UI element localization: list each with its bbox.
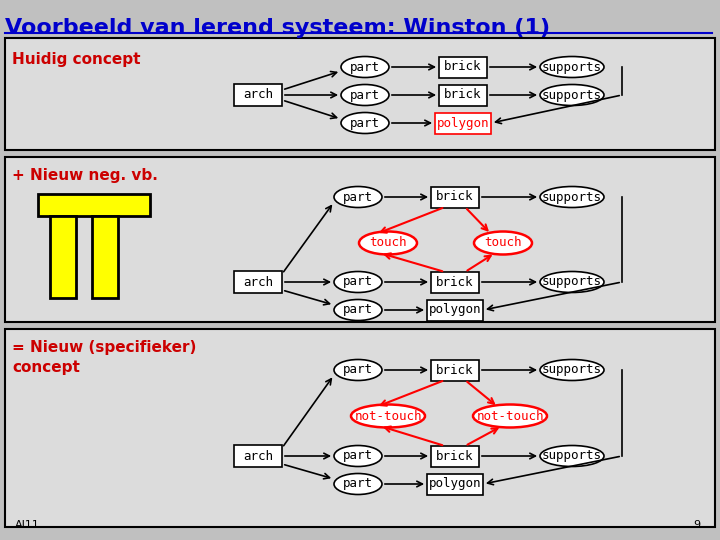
Ellipse shape	[334, 272, 382, 293]
FancyBboxPatch shape	[5, 329, 715, 527]
FancyBboxPatch shape	[439, 57, 487, 78]
Text: part: part	[343, 191, 373, 204]
Text: part: part	[343, 275, 373, 288]
Text: touch: touch	[485, 237, 522, 249]
Ellipse shape	[540, 57, 604, 78]
FancyBboxPatch shape	[431, 360, 479, 381]
Text: supports: supports	[542, 275, 602, 288]
Text: Huidig concept: Huidig concept	[12, 52, 140, 67]
Text: part: part	[343, 449, 373, 462]
Text: arch: arch	[243, 275, 273, 288]
Ellipse shape	[341, 112, 389, 133]
Text: not-touch: not-touch	[476, 409, 544, 422]
Text: not-touch: not-touch	[354, 409, 422, 422]
Text: polygon: polygon	[437, 117, 490, 130]
Text: supports: supports	[542, 191, 602, 204]
Text: supports: supports	[542, 363, 602, 376]
Text: AI11: AI11	[15, 520, 40, 530]
FancyBboxPatch shape	[234, 445, 282, 467]
Bar	[50, 216, 76, 298]
Text: supports: supports	[542, 60, 602, 73]
Ellipse shape	[359, 232, 417, 254]
Text: polygon: polygon	[428, 477, 481, 490]
Text: 9: 9	[693, 520, 700, 530]
Text: brick: brick	[436, 275, 474, 288]
FancyBboxPatch shape	[427, 474, 483, 495]
Text: = Nieuw (specifieker): = Nieuw (specifieker)	[12, 340, 197, 355]
FancyBboxPatch shape	[439, 84, 487, 105]
Ellipse shape	[334, 360, 382, 381]
Text: supports: supports	[542, 89, 602, 102]
Ellipse shape	[334, 474, 382, 495]
Text: part: part	[343, 477, 373, 490]
FancyBboxPatch shape	[5, 38, 715, 150]
Text: brick: brick	[436, 363, 474, 376]
Text: brick: brick	[436, 191, 474, 204]
FancyBboxPatch shape	[431, 446, 479, 467]
Text: part: part	[343, 363, 373, 376]
FancyBboxPatch shape	[234, 84, 282, 106]
FancyBboxPatch shape	[435, 112, 491, 133]
Bar	[92, 216, 118, 298]
Ellipse shape	[334, 186, 382, 207]
Text: part: part	[350, 60, 380, 73]
Ellipse shape	[540, 186, 604, 207]
Text: arch: arch	[243, 449, 273, 462]
Ellipse shape	[341, 84, 389, 105]
Text: brick: brick	[444, 89, 482, 102]
Ellipse shape	[540, 360, 604, 381]
Text: supports: supports	[542, 449, 602, 462]
FancyBboxPatch shape	[427, 300, 483, 321]
Ellipse shape	[540, 272, 604, 293]
Text: brick: brick	[436, 449, 474, 462]
Ellipse shape	[540, 84, 604, 105]
Ellipse shape	[334, 446, 382, 467]
Bar	[38, 194, 150, 216]
Text: part: part	[350, 89, 380, 102]
Text: + Nieuw neg. vb.: + Nieuw neg. vb.	[12, 168, 158, 183]
Text: brick: brick	[444, 60, 482, 73]
Ellipse shape	[473, 404, 547, 428]
FancyBboxPatch shape	[234, 271, 282, 293]
Text: part: part	[343, 303, 373, 316]
FancyBboxPatch shape	[431, 272, 479, 293]
Ellipse shape	[341, 57, 389, 78]
Text: Voorbeeld van lerend systeem: Winston (1): Voorbeeld van lerend systeem: Winston (1…	[5, 18, 550, 38]
Ellipse shape	[351, 404, 425, 428]
Text: part: part	[350, 117, 380, 130]
Ellipse shape	[540, 446, 604, 467]
Text: arch: arch	[243, 89, 273, 102]
Text: polygon: polygon	[428, 303, 481, 316]
FancyBboxPatch shape	[431, 186, 479, 207]
Text: touch: touch	[369, 237, 407, 249]
Ellipse shape	[474, 232, 532, 254]
FancyBboxPatch shape	[5, 157, 715, 322]
Ellipse shape	[334, 300, 382, 321]
Text: concept: concept	[12, 360, 80, 375]
